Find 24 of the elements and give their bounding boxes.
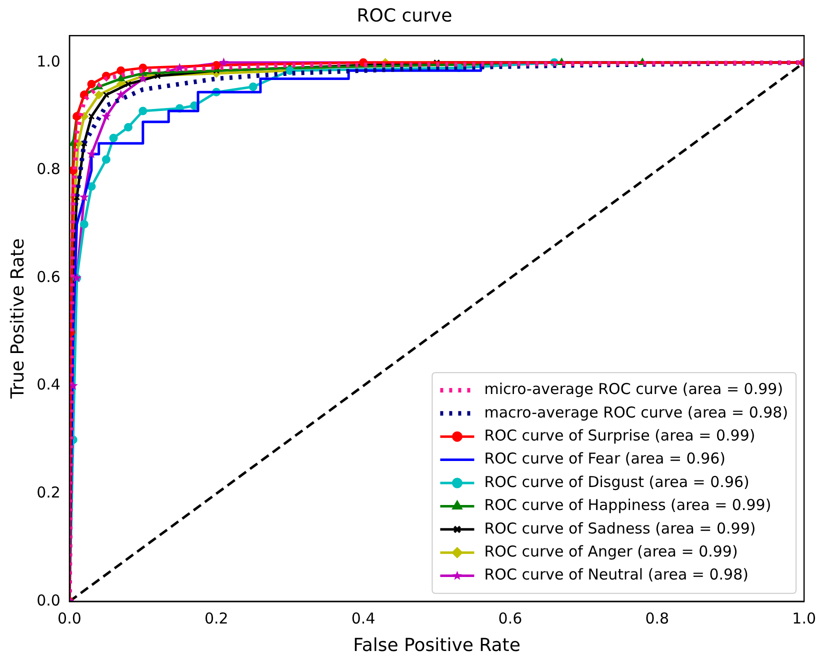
legend-label: macro-average ROC curve (area = 0.98) bbox=[484, 403, 788, 422]
y-tick-label: 0.0 bbox=[36, 591, 60, 610]
y-tick-label: 0.4 bbox=[36, 376, 60, 394]
y-tick-label: 0.8 bbox=[36, 160, 60, 178]
legend-label: ROC curve of Neutral (area = 0.98) bbox=[484, 566, 748, 584]
x-tick-label: 0.4 bbox=[351, 609, 376, 628]
y-tick-label: 0.6 bbox=[36, 268, 60, 286]
x-tick-label: 1.0 bbox=[792, 609, 816, 628]
x-tick-label: 0.2 bbox=[204, 609, 228, 628]
legend-label: ROC curve of Disgust (area = 0.96) bbox=[484, 472, 750, 491]
legend-label: ROC curve of Happiness (area = 0.99) bbox=[484, 496, 772, 514]
x-tick-label: 0.0 bbox=[58, 609, 82, 628]
legend-label: ROC curve of Fear (area = 0.96) bbox=[484, 450, 726, 468]
y-axis-title: True Positive Rate bbox=[7, 238, 28, 400]
legend-label: micro-average ROC curve (area = 0.99) bbox=[484, 380, 784, 398]
legend-label: ROC curve of Anger (area = 0.99) bbox=[484, 542, 738, 560]
legend-label: ROC curve of Surprise (area = 0.99) bbox=[484, 426, 756, 444]
x-tick-label: 0.8 bbox=[645, 609, 670, 628]
x-tick-label: 0.6 bbox=[498, 609, 522, 628]
chart-title: ROC curve bbox=[356, 5, 452, 26]
y-tick-label: 1.0 bbox=[36, 52, 60, 70]
legend-label: ROC curve of Sadness (area = 0.99) bbox=[484, 519, 756, 538]
x-axis-title: False Positive Rate bbox=[353, 634, 520, 656]
y-tick-label: 0.2 bbox=[36, 484, 60, 502]
